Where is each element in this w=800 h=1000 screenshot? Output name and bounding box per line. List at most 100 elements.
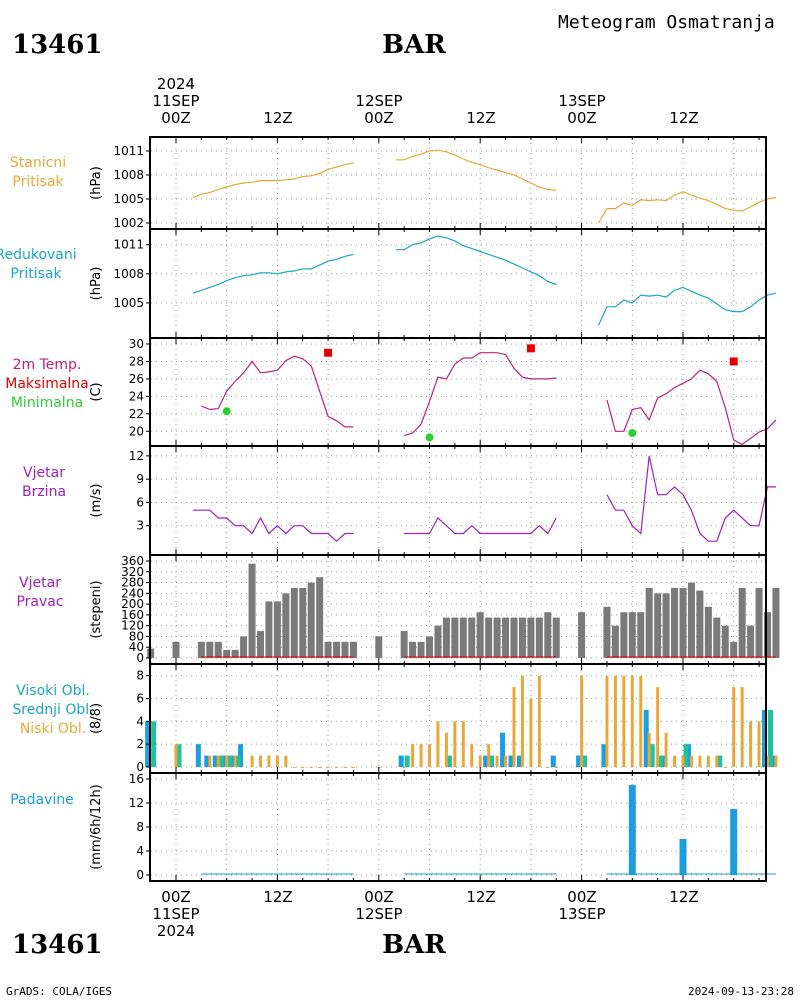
wind-direction-bar	[442, 617, 450, 658]
wind-direction-bar	[502, 617, 510, 658]
cloud-bar	[622, 675, 626, 767]
hour-label: 00Z	[161, 109, 191, 127]
wind-direction-bar	[645, 587, 653, 658]
cloud-bar	[212, 755, 218, 767]
cloud-bar	[419, 744, 423, 767]
y-tick-label: 22	[129, 407, 144, 421]
label-line: Padavine	[10, 792, 74, 808]
wind-direction-bar	[671, 587, 679, 658]
wind-direction-bar	[476, 612, 484, 658]
cloud-bar	[225, 755, 229, 767]
cloud-bar	[453, 721, 457, 767]
y-tick-label: 6	[136, 692, 144, 706]
cloud-bar	[500, 732, 506, 767]
cloud-bar	[537, 675, 541, 767]
hour-label: 00Z	[567, 888, 597, 906]
cloud-bar	[762, 709, 767, 767]
cloud-bar	[643, 709, 649, 767]
cloud-bar	[706, 755, 710, 767]
wind-direction-bar	[468, 617, 476, 658]
cloud-bar	[259, 755, 262, 767]
wind-direction-bar	[265, 601, 273, 658]
cloud-bar	[267, 755, 271, 767]
y-tick-label: 8	[136, 669, 144, 683]
y-tick-label: 320	[121, 565, 144, 579]
cloud-bar	[613, 675, 617, 767]
footer-credit: GrADS: COLA/IGES	[6, 985, 112, 998]
max-temp-marker	[526, 344, 535, 353]
label-line: Pritisak	[10, 266, 62, 282]
unit-label: (hPa)	[89, 166, 104, 200]
time-label-bottom-1: 12Z	[263, 889, 292, 906]
cloud-bar	[195, 744, 201, 767]
cloud-bar	[292, 767, 296, 768]
unit-label: (8/8)	[89, 703, 104, 734]
hour-label: 12Z	[466, 888, 496, 906]
cloud-bar	[250, 755, 254, 767]
wind-direction-bar	[654, 593, 662, 658]
unit-label: (C)	[89, 382, 104, 401]
cloud-bar	[218, 755, 224, 767]
precip-bar	[628, 785, 636, 875]
panel-label-wind-speed: Vjetar Brzina	[22, 464, 66, 502]
unit-label: (mm/6h/12h)	[89, 784, 104, 870]
wind-direction-bar	[273, 601, 281, 658]
panel-label-clouds: Visoki Obl. Srednji Obl. Niski Obl.	[12, 682, 93, 739]
hour-label: 12Z	[263, 888, 293, 906]
label-line: Visoki Obl.	[16, 683, 90, 699]
label-line: Srednji Obl.	[12, 702, 94, 718]
cloud-bar	[639, 675, 643, 767]
year-label: 2024	[156, 922, 196, 940]
cloud-bar	[512, 687, 516, 767]
cloud-bar	[428, 744, 431, 767]
wind-direction-bar	[485, 617, 493, 658]
y-tick-label: 9	[136, 472, 144, 486]
wind-direction-bar	[324, 641, 332, 658]
wind-direction-bar	[240, 636, 248, 658]
wind-direction-bar	[459, 617, 467, 658]
wind-direction-bar	[257, 631, 264, 658]
wind-direction-bar	[316, 577, 324, 658]
series-line	[192, 253, 354, 294]
y-tick-label: 3	[136, 519, 144, 533]
y-tick-label: 200	[121, 597, 144, 611]
cloud-bar	[605, 675, 609, 767]
cloud-bar	[664, 732, 668, 767]
cloud-bar	[698, 755, 702, 767]
cloud-bar	[582, 755, 588, 767]
time-label-top-0: 2024 11SEP 00Z	[152, 76, 199, 127]
cloud-bar	[436, 721, 440, 767]
unit-label: (stepeni)	[89, 580, 104, 638]
cloud-bar	[673, 755, 677, 767]
y-tick-label: 1008	[113, 168, 144, 182]
cloud-bar	[550, 755, 556, 767]
y-tick-label: 30	[129, 337, 144, 351]
series-line	[201, 355, 354, 428]
cloud-bar	[318, 767, 322, 768]
wind-direction-bar	[223, 649, 231, 658]
panel-label-reduced-pressure: Redukovani Pritisak	[0, 246, 77, 284]
cloud-bar	[520, 675, 524, 767]
wind-direction-bar	[282, 593, 290, 658]
wind-direction-bar	[730, 641, 738, 658]
label-line: Minimalna	[10, 395, 84, 411]
y-tick-label: 26	[129, 372, 144, 386]
time-label-bottom-3: 12Z	[466, 889, 495, 906]
y-tick-label: 1002	[113, 216, 144, 230]
y-tick-label: 120	[121, 619, 144, 633]
cloud-bar	[554, 767, 558, 768]
day-label: 12SEP	[355, 92, 403, 110]
hour-label: 00Z	[364, 888, 394, 906]
cloud-bar	[495, 755, 499, 767]
y-tick-label: 280	[121, 576, 144, 590]
y-tick-label: 4	[136, 714, 144, 728]
series-line	[404, 517, 557, 535]
cloud-bar	[489, 755, 495, 767]
station-name: BAR	[382, 30, 446, 60]
y-tick-label: 360	[121, 554, 144, 568]
y-tick-label: 24	[129, 389, 144, 403]
cloud-bar	[487, 744, 491, 767]
y-tick-label: 0	[136, 760, 144, 774]
label-line: Maksimalna	[5, 376, 89, 392]
wind-direction-bar	[535, 617, 543, 658]
